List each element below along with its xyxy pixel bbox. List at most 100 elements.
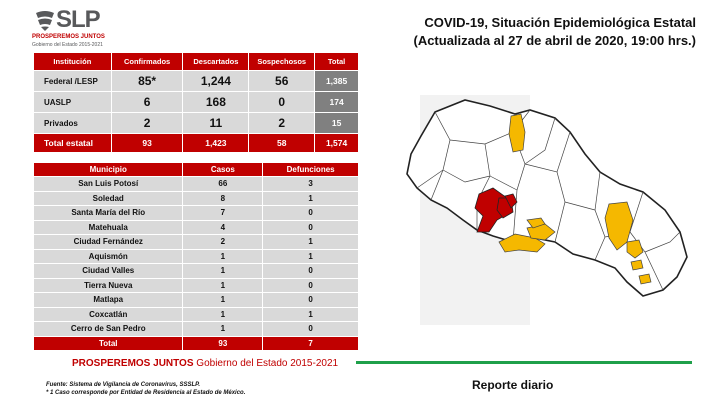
total-label: Total bbox=[32, 335, 184, 351]
municipio-name: Tierra Nueva bbox=[32, 277, 184, 293]
table-row: UASLP 6 168 0 174 bbox=[33, 91, 359, 113]
state-outline bbox=[406, 99, 688, 297]
municipio-name: San Luis Potosí bbox=[32, 176, 184, 192]
municipality-coxcatlan bbox=[630, 259, 644, 271]
municipio-name: Aquismón bbox=[32, 248, 184, 264]
table-row: Matlapa 1 0 bbox=[32, 292, 359, 308]
defunciones-value: 0 bbox=[262, 292, 359, 308]
municipality-aquismon bbox=[626, 239, 644, 259]
defunciones-value: 0 bbox=[262, 205, 359, 221]
municipio-name: Coxcatlán bbox=[32, 306, 184, 322]
casos-value: 1 bbox=[182, 263, 264, 279]
footnotes: Fuente: Sistema de Vigilancia de Coronav… bbox=[46, 381, 245, 397]
logo-subtitle: Gobierno del Estado 2015-2021 bbox=[32, 42, 103, 48]
title-line-1: COVID-19, Situación Epidemiológica Estat… bbox=[424, 15, 696, 30]
defunciones-value: 0 bbox=[262, 321, 359, 337]
header-descartados: Descartados bbox=[182, 52, 250, 71]
casos-value: 1 bbox=[182, 292, 264, 308]
footer-divider bbox=[356, 361, 692, 364]
table-row: Aquismón 1 1 bbox=[32, 248, 359, 264]
municipio-name: Matehuala bbox=[32, 219, 184, 235]
table-row: Ciudad Valles 1 0 bbox=[32, 263, 359, 279]
title-line-2: (Actualizada al 27 de abril de 2020, 19:… bbox=[413, 33, 696, 48]
institutions-header-row: Institución Confirmados Descartados Sosp… bbox=[33, 52, 359, 71]
descartados-value: 1,244 bbox=[182, 70, 250, 92]
casos-value: 7 bbox=[182, 205, 264, 221]
header-total: Total bbox=[314, 52, 359, 71]
table-row: San Luis Potosí 66 3 bbox=[32, 176, 359, 192]
municipality-ciudad-valles bbox=[604, 201, 634, 251]
total-value: 1,385 bbox=[314, 70, 359, 92]
report-label: Reporte diario bbox=[472, 378, 554, 392]
defunciones-value: 0 bbox=[262, 277, 359, 293]
header-confirmados: Confirmados bbox=[110, 52, 184, 71]
table-row: Ciudad Fernández 2 1 bbox=[32, 234, 359, 250]
logo-slogan: PROSPEREMOS JUNTOS bbox=[32, 34, 105, 40]
footnote-asterisk: * 1 Caso corresponde por Entidad de Resi… bbox=[46, 390, 246, 396]
institutions-total-row: Total estatal 93 1,423 58 1,574 bbox=[33, 133, 359, 153]
table-row: Soledad 8 1 bbox=[32, 190, 359, 206]
total-label: Total estatal bbox=[33, 133, 112, 153]
institution-name: UASLP bbox=[33, 91, 112, 113]
header-municipio: Municipio bbox=[32, 162, 184, 177]
header-institucion: Institución bbox=[33, 52, 112, 71]
casos-value: 4 bbox=[182, 219, 264, 235]
descartados-value: 11 bbox=[182, 112, 250, 134]
slp-logo-icon bbox=[36, 11, 54, 31]
page-title: COVID-19, Situación Epidemiológica Estat… bbox=[413, 14, 696, 50]
institution-name: Privados bbox=[33, 112, 112, 134]
casos-value: 8 bbox=[182, 190, 264, 206]
header-casos: Casos bbox=[182, 162, 264, 177]
defunciones-value: 1 bbox=[262, 234, 359, 250]
table-row: Cerro de San Pedro 1 0 bbox=[32, 321, 359, 337]
defunciones-value: 1 bbox=[262, 190, 359, 206]
total-defunciones: 7 bbox=[262, 335, 359, 351]
footnote-source: Fuente: Sistema de Vigilancia de Coronav… bbox=[46, 382, 201, 388]
confirmados-value: 2 bbox=[110, 112, 184, 134]
table-row: Santa María del Río 7 0 bbox=[32, 205, 359, 221]
municipio-name: Ciudad Fernández bbox=[32, 234, 184, 250]
state-map bbox=[406, 99, 688, 297]
municipality-matlapa bbox=[638, 273, 652, 285]
casos-value: 1 bbox=[182, 248, 264, 264]
defunciones-value: 3 bbox=[262, 176, 359, 192]
casos-value: 66 bbox=[182, 176, 264, 192]
defunciones-value: 1 bbox=[262, 306, 359, 322]
casos-value: 2 bbox=[182, 234, 264, 250]
municipio-name: Soledad bbox=[32, 190, 184, 206]
defunciones-value: 0 bbox=[262, 263, 359, 279]
casos-value: 1 bbox=[182, 277, 264, 293]
header-defunciones: Defunciones bbox=[262, 162, 359, 177]
table-row: Coxcatlán 1 1 bbox=[32, 306, 359, 322]
total-value: 15 bbox=[314, 112, 359, 134]
total-sospechosos: 58 bbox=[248, 133, 316, 153]
table-row: Federal /LESP 85* 1,244 56 1,385 bbox=[33, 70, 359, 92]
municipio-name: Santa María del Río bbox=[32, 205, 184, 221]
table-row: Privados 2 11 2 15 bbox=[33, 112, 359, 134]
municipio-name: Matlapa bbox=[32, 292, 184, 308]
sospechosos-value: 2 bbox=[248, 112, 316, 134]
sospechosos-value: 56 bbox=[248, 70, 316, 92]
municipios-header-row: Municipio Casos Defunciones bbox=[32, 162, 359, 177]
defunciones-value: 0 bbox=[262, 219, 359, 235]
institutions-table: Institución Confirmados Descartados Sosp… bbox=[33, 52, 359, 153]
municipio-name: Ciudad Valles bbox=[32, 263, 184, 279]
sospechosos-value: 0 bbox=[248, 91, 316, 113]
confirmados-value: 85* bbox=[110, 70, 184, 92]
defunciones-value: 1 bbox=[262, 248, 359, 264]
total-value: 174 bbox=[314, 91, 359, 113]
header-sospechosos: Sospechosos bbox=[248, 52, 316, 71]
total-total: 1,574 bbox=[314, 133, 359, 153]
municipio-name: Cerro de San Pedro bbox=[32, 321, 184, 337]
casos-value: 1 bbox=[182, 321, 264, 337]
confirmados-value: 6 bbox=[110, 91, 184, 113]
municipality-ciudad-fernandez bbox=[526, 217, 546, 229]
municipios-total-row: Total 93 7 bbox=[32, 335, 359, 351]
municipality-matehuala bbox=[508, 113, 526, 153]
footer-brand-bold: PROSPEREMOS JUNTOS bbox=[72, 358, 194, 369]
table-row: Tierra Nueva 1 0 bbox=[32, 277, 359, 293]
slp-logo: SLP PROSPEREMOS JUNTOS Gobierno del Esta… bbox=[32, 6, 112, 50]
total-confirmados: 93 bbox=[110, 133, 184, 153]
table-row: Matehuala 4 0 bbox=[32, 219, 359, 235]
footer-brand: PROSPEREMOS JUNTOS Gobierno del Estado 2… bbox=[72, 358, 338, 369]
